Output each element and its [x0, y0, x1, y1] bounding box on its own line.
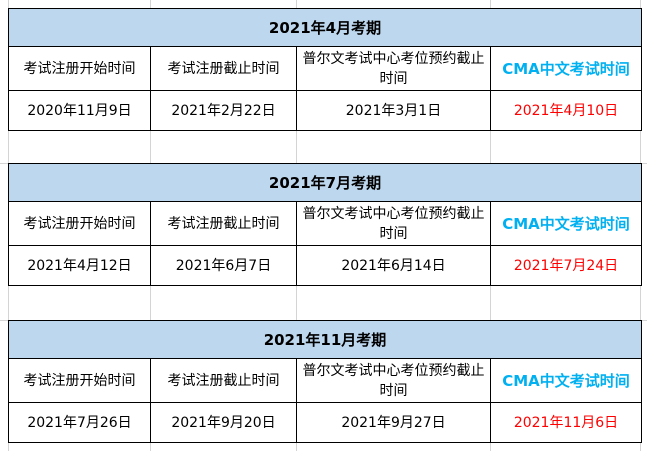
- col-booking-deadline: 普尔文考试中心考位预约截止时间: [296, 46, 491, 91]
- col-booking-deadline: 普尔文考试中心考位预约截止时间: [296, 201, 491, 246]
- exam-date: 2021年4月10日: [490, 90, 642, 131]
- col-exam-date: CMA中文考试时间: [490, 46, 642, 91]
- exam-date: 2021年11月6日: [490, 402, 642, 443]
- registration-start: 2021年7月26日: [8, 402, 151, 443]
- col-registration-start: 考试注册开始时间: [8, 358, 151, 403]
- col-exam-date: CMA中文考试时间: [490, 201, 642, 246]
- booking-deadline: 2021年3月1日: [296, 90, 491, 131]
- registration-start: 2021年4月12日: [8, 245, 151, 286]
- registration-start: 2020年11月9日: [8, 90, 151, 131]
- booking-deadline: 2021年9月27日: [296, 402, 491, 443]
- exam-date: 2021年7月24日: [490, 245, 642, 286]
- col-registration-start: 考试注册开始时间: [8, 201, 151, 246]
- col-registration-start: 考试注册开始时间: [8, 46, 151, 91]
- exam-schedule-table-3: 2021年11月考期 考试注册开始时间 考试注册截止时间 普尔文考试中心考位预约…: [8, 320, 642, 443]
- exam-schedule-table-2: 2021年7月考期 考试注册开始时间 考试注册截止时间 普尔文考试中心考位预约截…: [8, 163, 642, 286]
- session-title: 2021年7月考期: [8, 163, 642, 202]
- col-registration-end: 考试注册截止时间: [150, 46, 297, 91]
- session-title: 2021年4月考期: [8, 8, 642, 47]
- registration-end: 2021年2月22日: [150, 90, 297, 131]
- registration-end: 2021年6月7日: [150, 245, 297, 286]
- exam-schedule-table-1: 2021年4月考期 考试注册开始时间 考试注册截止时间 普尔文考试中心考位预约截…: [8, 8, 642, 131]
- col-registration-end: 考试注册截止时间: [150, 201, 297, 246]
- col-exam-date: CMA中文考试时间: [490, 358, 642, 403]
- session-title: 2021年11月考期: [8, 320, 642, 359]
- col-registration-end: 考试注册截止时间: [150, 358, 297, 403]
- booking-deadline: 2021年6月14日: [296, 245, 491, 286]
- col-booking-deadline: 普尔文考试中心考位预约截止时间: [296, 358, 491, 403]
- registration-end: 2021年9月20日: [150, 402, 297, 443]
